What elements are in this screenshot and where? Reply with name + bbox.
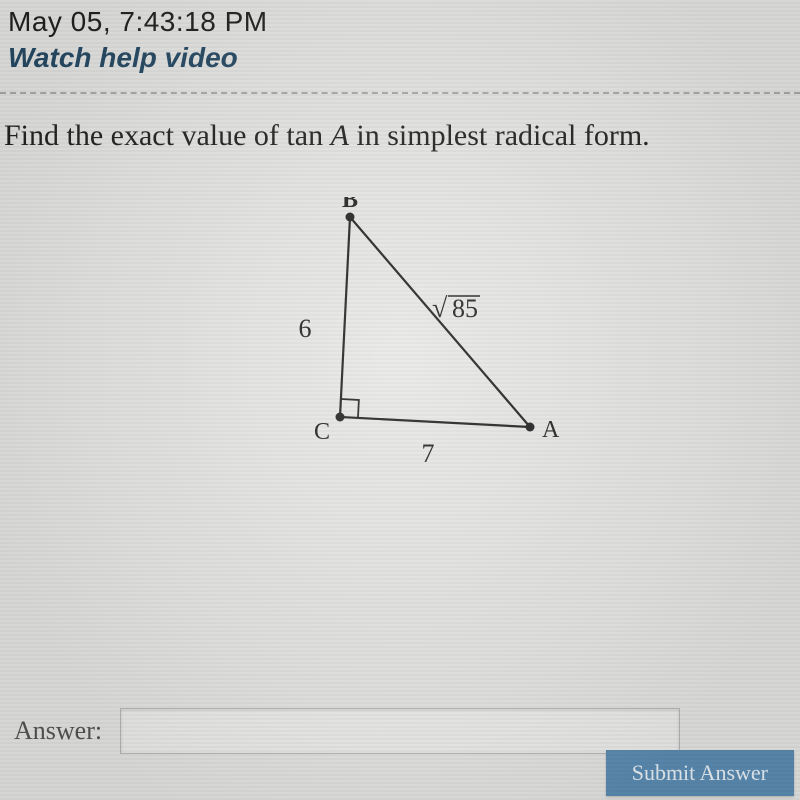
- watch-help-video-link[interactable]: Watch help video: [8, 42, 238, 74]
- triangle-svg: B C A 6 7 √ 85: [210, 197, 590, 487]
- vertex-a-label: A: [542, 417, 560, 443]
- side-ab-label: √ 85: [432, 293, 480, 324]
- answer-label: Answer:: [14, 716, 102, 746]
- triangle-figure: B C A 6 7 √ 85: [0, 197, 800, 487]
- vertex-b-label: B: [342, 197, 358, 213]
- svg-text:√: √: [432, 293, 448, 324]
- vertex-b-point: [346, 212, 355, 221]
- vertex-a-point: [526, 422, 535, 431]
- question-variable: A: [331, 119, 349, 152]
- vertex-c-label: C: [314, 419, 330, 445]
- question-func: tan: [286, 119, 330, 152]
- side-ca-label: 7: [422, 439, 435, 468]
- section-divider: [0, 92, 800, 94]
- question-text: Find the exact value of tan A in simples…: [0, 110, 800, 157]
- submit-answer-button[interactable]: Submit Answer: [606, 750, 794, 796]
- svg-text:85: 85: [452, 294, 478, 323]
- question-prefix: Find the exact value of: [4, 119, 286, 152]
- vertex-c-point: [336, 412, 345, 421]
- side-bc-label: 6: [299, 314, 312, 343]
- answer-input[interactable]: [120, 708, 680, 754]
- question-suffix: in simplest radical form.: [349, 119, 650, 152]
- timestamp-text: May 05, 7:43:18 PM: [8, 6, 792, 38]
